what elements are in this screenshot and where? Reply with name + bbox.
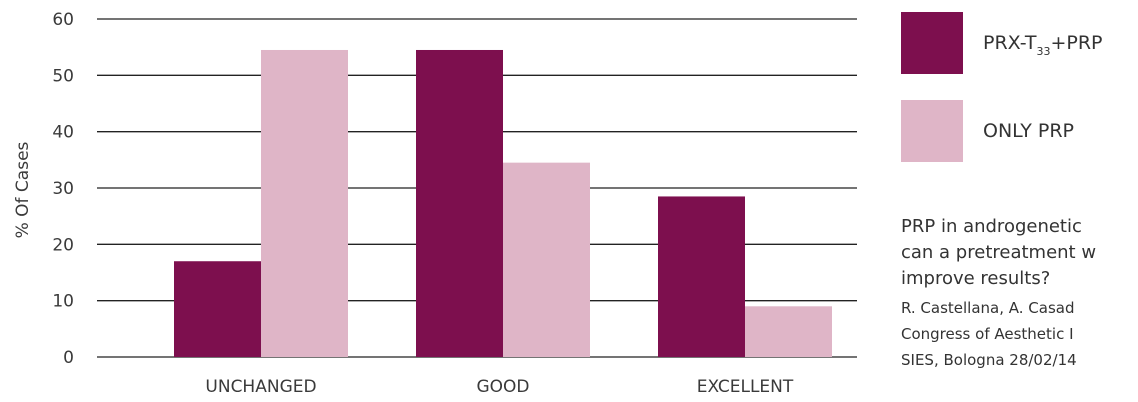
y-tick-label: 0: [63, 348, 74, 368]
y-axis-label: % Of Cases: [13, 141, 33, 238]
reference-line-1: PRP in androgenetic: [901, 216, 1082, 237]
x-tick-label: EXCELLENT: [697, 377, 794, 397]
x-tick-label: UNCHANGED: [205, 377, 316, 397]
bar-good-series-2: [503, 162, 590, 357]
legend-label-prx-t33-prp: PRX-T33+PRP: [983, 32, 1103, 58]
y-tick-label: 10: [52, 292, 74, 312]
bar-good-series-1: [416, 49, 503, 357]
reference-line-3: improve results?: [901, 268, 1051, 289]
reference-line-4: R. Castellana, A. Casad: [901, 299, 1075, 317]
y-tick-label: 40: [52, 123, 74, 143]
reference-line-5: Congress of Aesthetic I: [901, 325, 1074, 343]
x-tick-label: GOOD: [476, 377, 529, 397]
y-tick-label: 50: [52, 66, 74, 86]
bar-unchanged-series-2: [261, 49, 348, 357]
legend-swatch-prx-t33-prp: [901, 12, 963, 74]
reference-line-6: SIES, Bologna 28/02/14: [901, 351, 1077, 369]
reference-line-2: can a pretreatment w: [901, 242, 1097, 263]
x-tick-labels: UNCHANGED GOOD EXCELLENT: [205, 377, 793, 397]
bar-unchanged-series-1: [174, 261, 261, 357]
bars: [174, 49, 832, 357]
y-tick-labels: 0 10 20 30 40 50 60: [52, 10, 74, 368]
bar-excellent-series-2: [745, 306, 832, 357]
bar-chart: 0 10 20 30 40 50 60 UNCHANGED GOOD EXCELLENT % O…: [13, 10, 857, 397]
legend-label-only-prp: ONLY PRP: [983, 120, 1074, 142]
y-tick-label: 30: [52, 179, 74, 199]
bar-excellent-series-1: [658, 196, 745, 357]
legend-swatch-only-prp: [901, 100, 963, 162]
y-tick-label: 60: [52, 10, 74, 30]
y-tick-label: 20: [52, 235, 74, 255]
